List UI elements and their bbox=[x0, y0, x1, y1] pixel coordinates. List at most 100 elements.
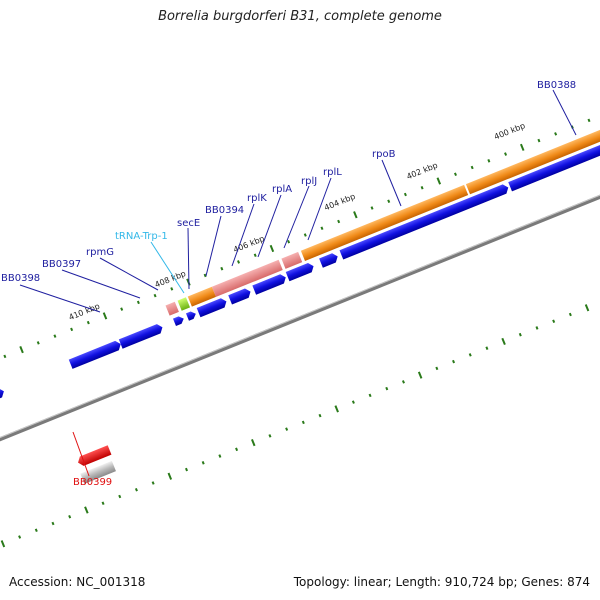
tick-mark bbox=[584, 304, 590, 312]
tick-mark bbox=[201, 461, 205, 465]
label-rplL[interactable]: rplL bbox=[323, 167, 342, 178]
tick-mark bbox=[452, 359, 456, 364]
tick-mark bbox=[134, 488, 138, 492]
gene-arrow[interactable] bbox=[252, 273, 287, 295]
tick-mark bbox=[485, 346, 489, 350]
tick-mark bbox=[353, 211, 358, 219]
tick-mark bbox=[53, 334, 57, 338]
tick-mark bbox=[435, 366, 439, 371]
gene-arrow[interactable] bbox=[285, 262, 316, 282]
gene-arrow[interactable] bbox=[185, 310, 197, 321]
kbp-label-404: 404 kbp bbox=[323, 192, 357, 213]
tick-mark bbox=[136, 300, 140, 305]
leader-BB0399 bbox=[72, 431, 90, 477]
tick-mark bbox=[185, 467, 188, 472]
tick-mark bbox=[501, 337, 506, 346]
tick-mark bbox=[84, 506, 89, 514]
tick-mark bbox=[554, 132, 558, 136]
tick-mark bbox=[320, 226, 324, 230]
leader-BB0397 bbox=[61, 269, 141, 299]
feature-row bbox=[165, 125, 600, 316]
gene-arrow-BB0388[interactable] bbox=[508, 138, 600, 192]
tick-mark bbox=[36, 341, 40, 345]
gene-grey[interactable] bbox=[80, 460, 116, 484]
tick-mark bbox=[220, 266, 224, 271]
tick-mark bbox=[86, 320, 90, 325]
tick-mark bbox=[269, 244, 275, 253]
label-rpmG[interactable]: rpmG bbox=[86, 247, 114, 258]
tick-mark bbox=[101, 501, 105, 506]
kbp-label-400: 400 kbp bbox=[493, 121, 527, 142]
tick-mark bbox=[470, 165, 474, 170]
tick-mark bbox=[385, 386, 389, 391]
genome-summary-text: Topology: linear; Length: 910,724 bp; Ge… bbox=[293, 575, 590, 589]
lower-tick-ring bbox=[0, 304, 590, 548]
tick-mark bbox=[3, 354, 7, 359]
feature-orange[interactable] bbox=[187, 286, 216, 307]
tick-mark bbox=[301, 420, 305, 425]
tick-mark bbox=[368, 393, 372, 398]
tick-mark bbox=[251, 438, 256, 447]
feature-pink[interactable] bbox=[165, 301, 179, 316]
tick-mark bbox=[167, 472, 173, 480]
gene-arrow[interactable] bbox=[228, 287, 252, 305]
tick-mark bbox=[70, 327, 74, 332]
feature-secE[interactable] bbox=[177, 297, 191, 311]
feature-pink-rplL[interactable] bbox=[281, 251, 303, 269]
label-rpoB[interactable]: rpoB bbox=[372, 149, 396, 160]
label-rplK[interactable]: rplK bbox=[247, 193, 267, 204]
kbp-label-410: 410 kbp bbox=[67, 302, 101, 323]
label-BB0397[interactable]: BB0397 bbox=[42, 259, 81, 270]
gene-arrow[interactable] bbox=[172, 315, 185, 327]
accession-text: Accession: NC_001318 bbox=[9, 575, 146, 589]
leader-BB0394 bbox=[205, 215, 222, 277]
label-BB0388[interactable]: BB0388 bbox=[537, 80, 576, 91]
tick-mark bbox=[118, 494, 122, 499]
tick-mark bbox=[535, 326, 539, 330]
leader-rplK bbox=[231, 203, 255, 267]
tick-mark bbox=[436, 177, 442, 185]
gene-arrow[interactable] bbox=[68, 339, 123, 369]
feature-orange-rpoB[interactable] bbox=[300, 184, 469, 261]
forward-genes bbox=[0, 138, 600, 413]
tick-mark bbox=[401, 380, 405, 384]
leader-tRNA bbox=[150, 241, 185, 294]
gene-arrow[interactable] bbox=[0, 387, 6, 413]
label-tRNA-Trp-1[interactable]: tRNA-Trp-1 bbox=[115, 231, 168, 242]
tick-mark bbox=[51, 521, 55, 526]
leader-rplJ bbox=[283, 185, 310, 249]
label-secE[interactable]: secE bbox=[177, 218, 200, 229]
tick-mark bbox=[487, 159, 491, 163]
leader-BB0398 bbox=[19, 284, 101, 313]
tick-mark bbox=[420, 186, 424, 190]
tick-mark bbox=[18, 535, 22, 539]
tick-mark bbox=[587, 118, 591, 123]
tick-mark bbox=[34, 528, 38, 533]
tick-mark bbox=[303, 233, 307, 237]
label-BB0399[interactable]: BB0399 bbox=[73, 477, 112, 488]
tick-mark bbox=[218, 454, 222, 458]
gene-labels: BB0388 rpoB rplL rplJ rplA rplK BB0394 s… bbox=[1, 80, 576, 488]
tick-mark bbox=[268, 434, 272, 438]
tick-mark bbox=[337, 219, 341, 224]
feature-orange-end[interactable] bbox=[465, 125, 600, 195]
label-BB0398[interactable]: BB0398 bbox=[1, 273, 40, 284]
backbone-line bbox=[0, 181, 600, 455]
tick-mark bbox=[403, 192, 407, 197]
tick-mark bbox=[120, 307, 124, 311]
label-rplJ[interactable]: rplJ bbox=[301, 176, 317, 187]
reverse-genes bbox=[76, 445, 116, 484]
feature-pink-rplK[interactable] bbox=[211, 259, 283, 297]
gene-arrow-rpoB[interactable] bbox=[339, 183, 511, 260]
label-BB0394[interactable]: BB0394 bbox=[205, 205, 244, 216]
tick-mark bbox=[537, 138, 541, 143]
label-rplA[interactable]: rplA bbox=[272, 184, 292, 195]
gene-arrow[interactable] bbox=[118, 323, 164, 349]
gene-arrow[interactable] bbox=[319, 252, 339, 268]
tick-mark bbox=[520, 143, 525, 151]
gene-arrow-BB0399[interactable] bbox=[76, 445, 112, 467]
tick-mark bbox=[170, 287, 174, 291]
tick-mark bbox=[417, 371, 423, 379]
gene-arrow[interactable] bbox=[196, 297, 229, 318]
